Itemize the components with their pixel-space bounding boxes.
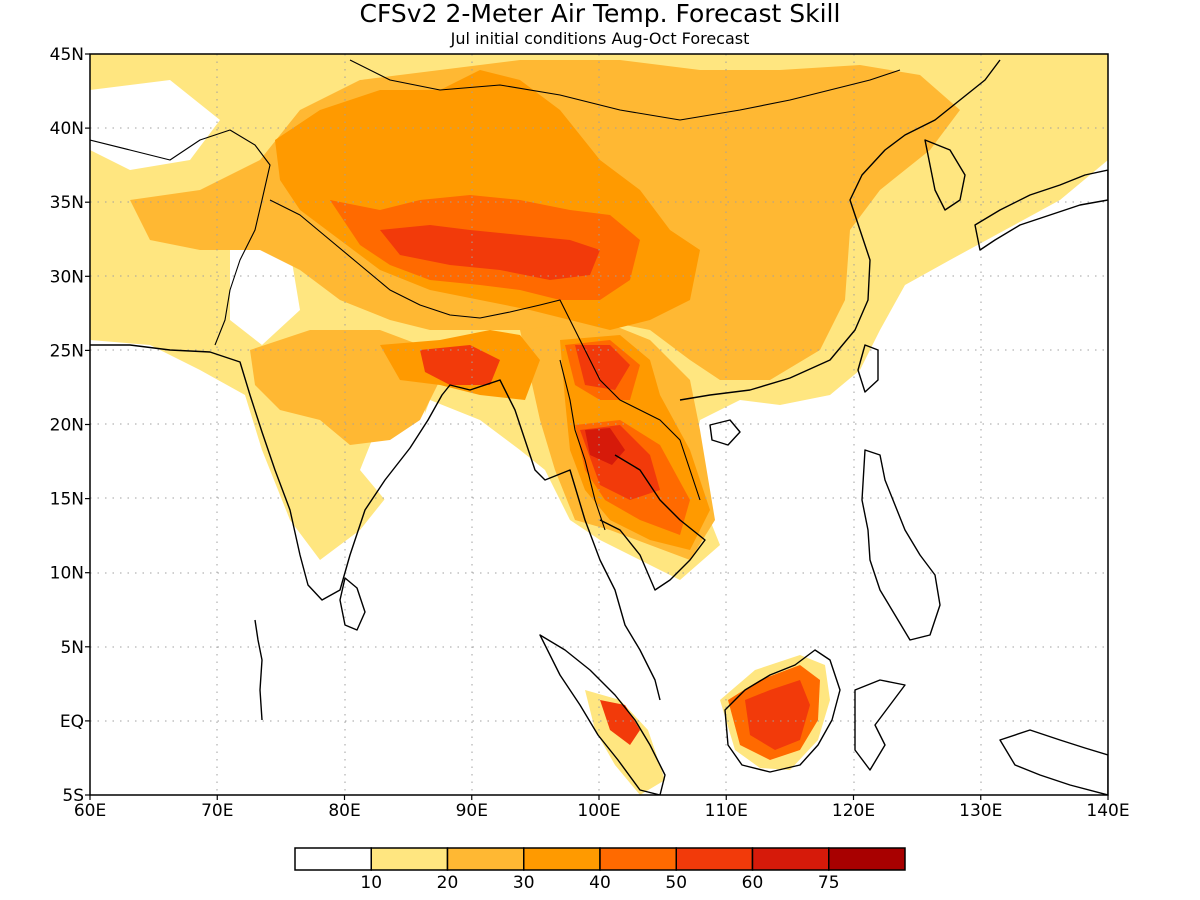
latitude-label: EQ [60,712,84,732]
legend-label: 40 [589,873,611,893]
longitude-label: 70E [201,801,233,821]
skill-area-level5-borneo [745,680,810,750]
gridlines [90,54,1108,795]
latitude-label: 15N [50,490,84,510]
coastline-taiwan [857,344,879,393]
longitude-label: 140E [1086,801,1129,821]
coastline-sri-lanka [339,577,366,631]
longitude-label: 80E [328,801,360,821]
latitude-labels: 45N 40N 35N 30N 25N 20N 15N 10N 5N EQ 5S [50,45,84,806]
skill-area-level1-sumatra [585,690,665,795]
coastline-korea [924,139,966,211]
legend-swatch [751,847,830,871]
coastline-sulawesi [854,679,906,771]
border-central-asia [90,129,271,346]
latitude-label: 20N [50,416,84,436]
latitude-label: 40N [50,119,84,139]
latitude-label: 5N [60,638,84,658]
longitude-label: 90E [456,801,488,821]
border-indochina-interior [584,349,701,501]
border-myanmar-thai [559,359,606,531]
latitude-label: 5S [62,786,84,806]
legend-swatch [675,847,754,871]
legend-swatch [370,847,449,871]
coastlines-layer [90,59,1108,795]
coastline-arabian-sea-india [90,344,661,701]
latitude-label: 30N [50,267,84,287]
chart-title: CFSv2 2-Meter Air Temp. Forecast Skill [360,0,841,28]
latitude-label: 45N [50,45,84,65]
coastline-maldives [254,619,263,721]
no-skill-hole-1 [90,80,220,170]
longitude-label: 110E [705,801,748,821]
coastline-hainan [709,419,741,446]
longitude-label: 60E [74,801,106,821]
legend-label: 60 [742,873,764,893]
skill-area-level5-bangladesh [420,345,500,385]
legend-swatch [599,847,677,871]
legend-swatch [294,847,372,871]
skill-area-level5-tibet [380,225,600,280]
coastline-philippines [861,449,941,641]
latitude-label: 35N [50,193,84,213]
coastline-indochina [599,454,706,591]
legend-label: 30 [513,873,535,893]
longitude-label: 100E [577,801,620,821]
coastline-china-east [679,59,1001,401]
legend-label: 50 [665,873,687,893]
tick-marks [85,53,1109,800]
longitude-label: 130E [959,801,1002,821]
coastline-borneo [724,649,841,773]
skill-area-level5-sumatra [600,700,640,745]
legend-swatch [446,847,525,871]
coastline-new-guinea [999,729,1108,795]
legend-label: 20 [437,873,459,893]
legend-swatch [523,847,601,871]
longitude-labels: 60E 70E 80E 90E 100E 110E 120E 130E 140E [74,801,1130,821]
legend-swatch [828,847,906,871]
coastline-sumatra [539,634,666,795]
latitude-label: 25N [50,341,84,361]
skill-area-level5-myanmar [575,345,630,390]
border-mongolia [349,59,901,121]
legend-label: 10 [360,873,382,893]
longitude-label: 120E [832,801,875,821]
legend-label: 75 [818,873,840,893]
border-himalaya [269,199,586,351]
chart-subtitle: Jul initial conditions Aug-Oct Forecast [450,29,750,48]
latitude-label: 10N [50,564,84,584]
color-legend: 10 20 30 40 50 60 75 [294,847,906,893]
coastline-japan [974,169,1108,251]
